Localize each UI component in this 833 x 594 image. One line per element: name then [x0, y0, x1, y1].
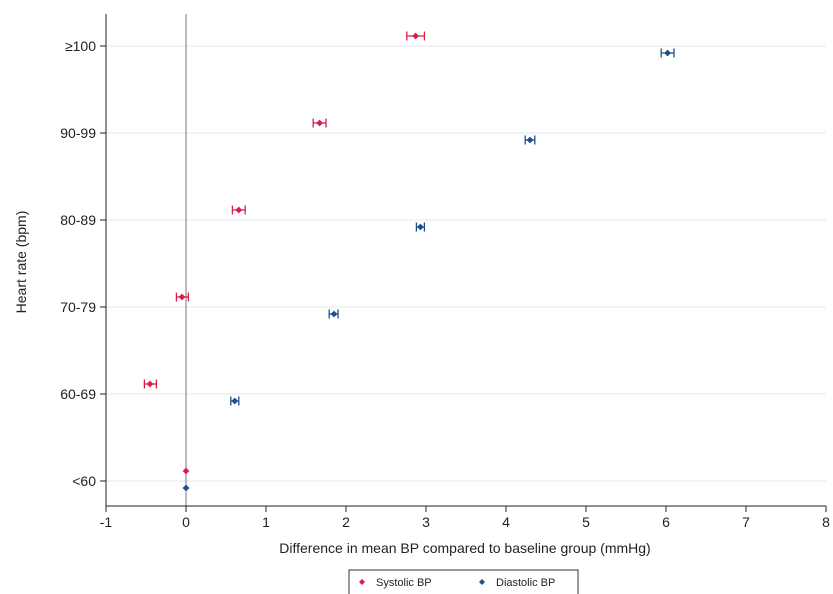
data-point [316, 119, 323, 127]
data-point [182, 484, 190, 492]
x-tick-label: 8 [822, 514, 830, 530]
y-tick-label: <60 [72, 473, 96, 489]
axes: ≥100 90-99 80-89 70-79 60-69 <60 -1 0 1 2 3 4 5 6 7 8 [60, 14, 830, 530]
legend-box [348, 569, 579, 594]
gridlines [106, 45, 826, 482]
data-point [526, 136, 534, 144]
y-axis-title: Heart rate (bpm) [13, 211, 29, 314]
legend-label: Diastolic BP [496, 577, 555, 589]
x-tick-label: -1 [100, 514, 113, 530]
legend-marker [359, 579, 365, 585]
x-axis-title: Difference in mean BP compared to baseli… [279, 540, 650, 556]
x-tick-label: 7 [742, 514, 750, 530]
data-point [664, 49, 671, 57]
y-tick-label: 60-69 [60, 386, 96, 402]
data-point [412, 32, 419, 40]
x-tick-label: 2 [342, 514, 350, 530]
x-tick-label: 5 [582, 514, 590, 530]
legend: Systolic BP Diastolic BP [348, 569, 579, 594]
data-marks [143, 31, 675, 492]
legend-marker [479, 579, 485, 585]
x-tick-label: 0 [182, 514, 190, 530]
x-tick-label: 1 [262, 514, 270, 530]
data-point [146, 380, 154, 388]
data-point [178, 293, 186, 301]
data-point [417, 223, 424, 231]
x-tick-label: 6 [662, 514, 670, 530]
x-tick-label: 3 [422, 514, 430, 530]
x-tick-label: 4 [502, 514, 510, 530]
y-tick-label: 80-89 [60, 212, 96, 228]
series-diastolic-bp [182, 48, 675, 492]
data-point [330, 310, 338, 318]
plot-area [106, 14, 826, 506]
y-tick-label: ≥100 [65, 38, 96, 54]
data-point [235, 206, 243, 214]
series-systolic-bp [143, 31, 426, 475]
data-point [182, 467, 190, 475]
legend-label: Systolic BP [376, 577, 432, 589]
y-tick-label: 70-79 [60, 299, 96, 315]
plot-background [106, 14, 826, 506]
y-tick-label: 90-99 [60, 125, 96, 141]
data-point [231, 397, 239, 405]
